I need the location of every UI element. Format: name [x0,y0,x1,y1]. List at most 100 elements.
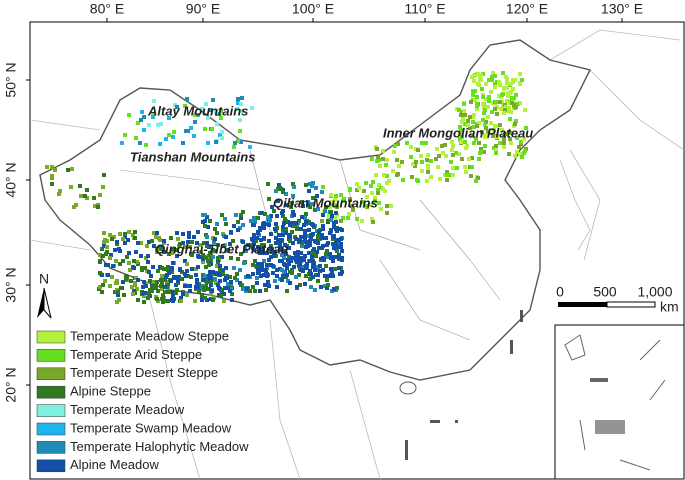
pixel [275,285,279,289]
pixel [179,296,183,300]
pixel [445,170,449,174]
pixel [104,252,108,256]
pixel [279,248,283,252]
pixel [468,126,472,130]
pixel [381,149,385,153]
pixel [186,240,190,244]
pixel [484,97,488,101]
pixel [253,259,257,263]
pixel [201,278,205,282]
pixel [331,234,335,238]
legend-swatch [36,385,66,399]
pixel [335,249,339,253]
pixel [329,229,333,233]
pixel [239,283,243,287]
pixel [472,113,476,117]
pixel [157,236,161,240]
pixel [259,265,263,269]
pixel [162,250,166,254]
pixel [505,86,509,90]
pixel [218,133,222,137]
pixel [127,261,131,265]
pixel [239,216,243,220]
pixel [271,271,275,275]
pixel [451,144,455,148]
pixel [256,245,260,249]
pixel [185,269,189,273]
pixel [500,93,504,97]
pixel [513,122,517,126]
pixel [269,263,273,267]
pixel [219,109,223,113]
pixel [218,273,222,277]
pixel [346,216,350,220]
pixel [400,160,404,164]
pixel [332,225,336,229]
pixel [238,118,242,122]
pixel [176,279,180,283]
pixel [502,145,506,149]
pixel [320,246,324,250]
pixel [445,178,449,182]
pixel [325,286,329,290]
pixel [232,224,236,228]
pixel [242,261,246,265]
pixel [509,82,513,86]
pixel [127,113,131,117]
pixel [370,217,374,221]
pixel [472,125,476,129]
pixel [239,213,243,217]
pixel [174,290,178,294]
pixel [164,275,168,279]
pixel [142,128,146,132]
pixel [314,254,318,258]
pixel [230,298,234,302]
scale-label: 500 [593,284,617,300]
pixel [201,253,205,257]
pixel [472,74,476,78]
pixel [457,152,461,156]
pixel [204,279,208,283]
pixel [507,130,511,134]
pixel [127,230,131,234]
pixel [321,213,325,217]
pixel [512,96,516,100]
pixel [103,279,107,283]
pixel [121,259,125,263]
pixel [321,268,325,272]
islands [405,310,523,460]
pixel [280,253,284,257]
pixel [283,263,287,267]
pixel [141,285,145,289]
pixel [252,223,256,227]
pixel [470,134,474,138]
pixel [481,95,485,99]
pixel [397,164,401,168]
pixel [101,254,105,258]
inset-frame [554,324,685,480]
pixel [348,197,352,201]
pixel [190,267,194,271]
pixel [147,270,151,274]
pixel [203,274,207,278]
pixel [490,110,494,114]
pixel [101,283,105,287]
pixel [201,220,205,224]
longitude-label: 80° E [90,1,124,17]
pixel [155,280,159,284]
pixel [100,290,104,294]
pixel [307,251,311,255]
pixel [494,144,498,148]
pixel [241,287,245,291]
pixel [288,281,292,285]
pixel [310,202,314,206]
pixel [309,272,313,276]
pixel [185,293,189,297]
pixel [276,199,280,203]
pixel [114,281,118,285]
pixel [150,289,154,293]
pixel [304,220,308,224]
pixel [479,73,483,77]
pixel [118,232,122,236]
pixel [156,123,160,127]
